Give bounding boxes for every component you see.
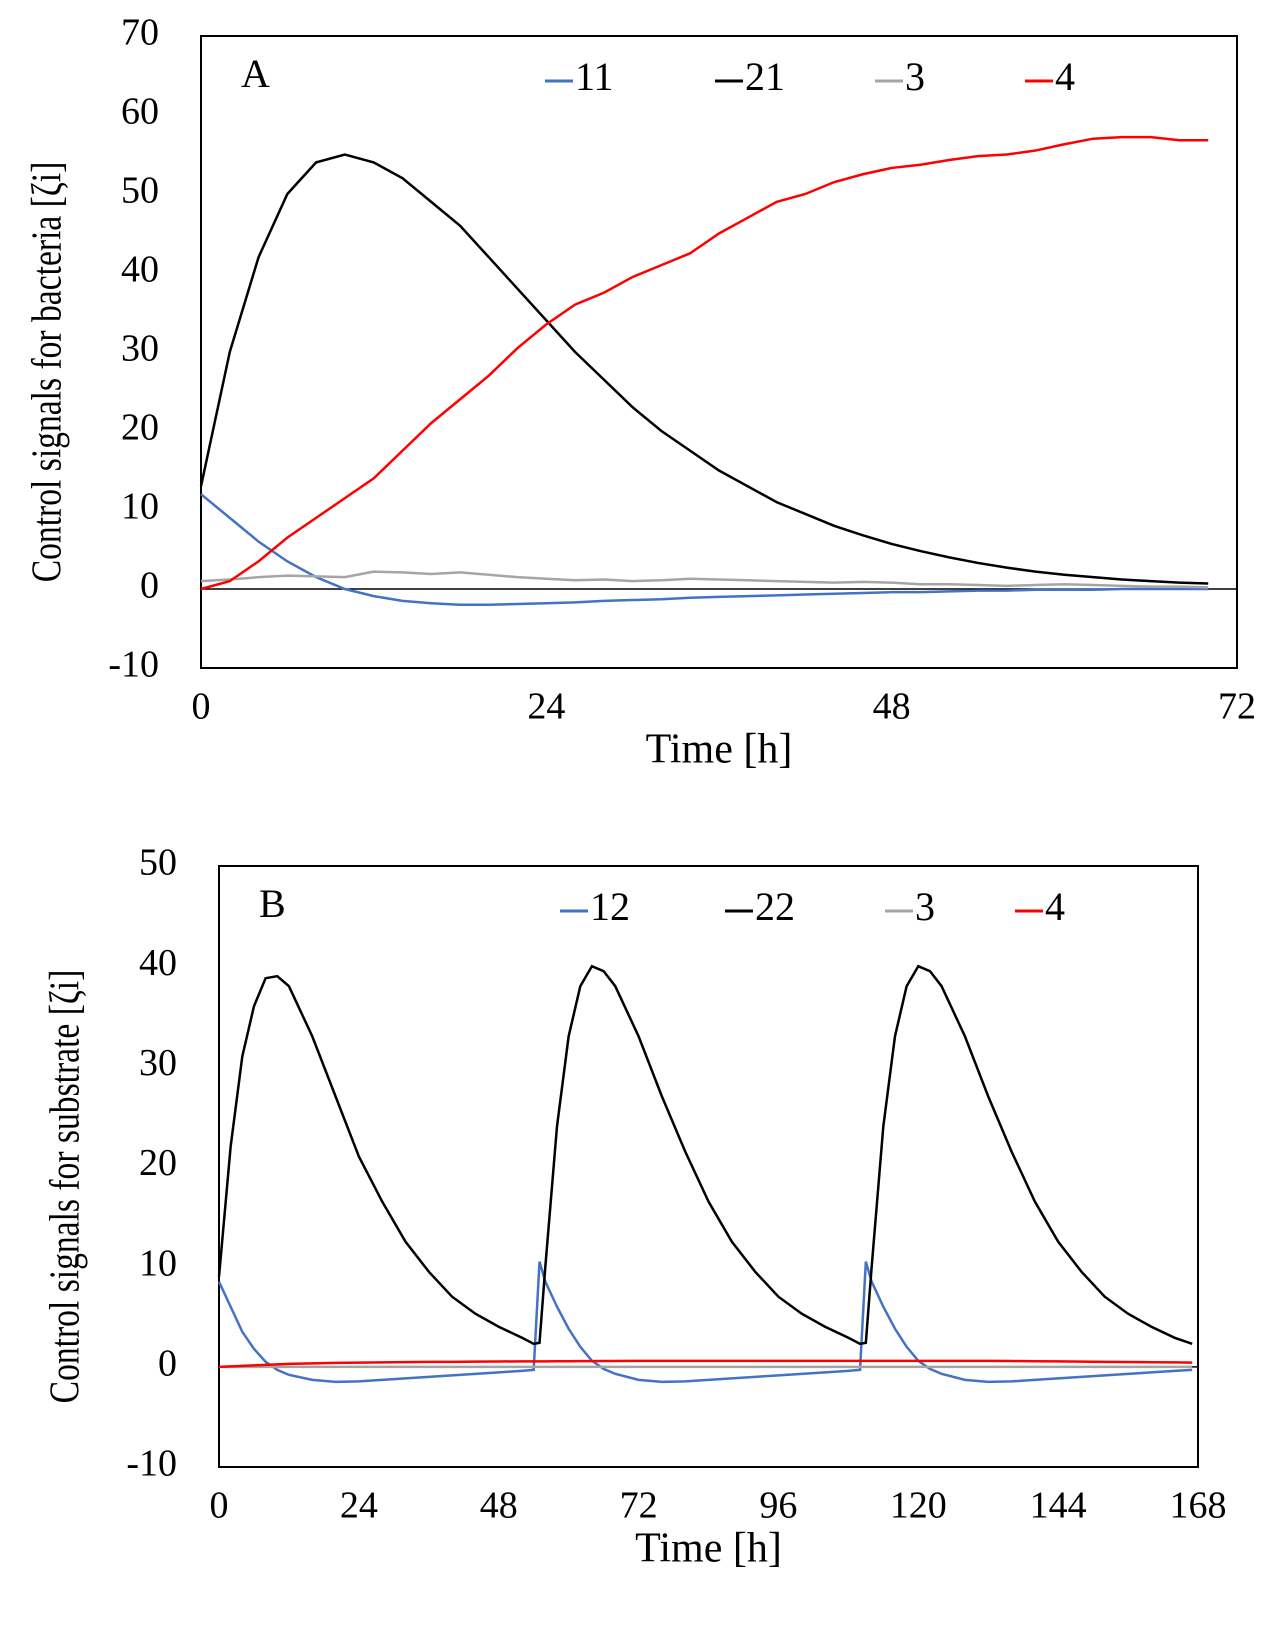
y-tick-label: 20 <box>139 1142 177 1184</box>
series-line <box>200 493 1209 607</box>
legend-label: 3 <box>905 54 925 99</box>
x-axis-title: Time [h] <box>635 1526 782 1572</box>
series-line <box>199 153 1209 585</box>
y-tick-label: 40 <box>139 942 177 984</box>
x-tick-label: 168 <box>1170 1485 1227 1527</box>
series-line <box>200 570 1209 589</box>
y-tick-label: 50 <box>121 170 159 212</box>
legend-label: 3 <box>915 884 935 929</box>
x-tick-label: 0 <box>210 1485 229 1527</box>
series-line <box>217 1261 1193 1384</box>
y-axis-title: Control signals for substrate [ζi] <box>42 970 88 1404</box>
y-tick-label: 0 <box>158 1343 177 1385</box>
legend-label: 4 <box>1055 54 1075 99</box>
y-tick-label: 10 <box>139 1242 177 1284</box>
panel-label: B <box>259 881 286 926</box>
x-tick-label: 24 <box>527 686 565 728</box>
legend-label: 21 <box>745 54 785 99</box>
legend-label: 11 <box>575 54 614 99</box>
x-axis-title: Time [h] <box>646 727 793 773</box>
y-tick-label: 50 <box>139 842 177 884</box>
plot-frame <box>200 35 1238 669</box>
legend-label: 4 <box>1045 884 1065 929</box>
legend-label: 12 <box>590 884 630 929</box>
x-tick-label: 96 <box>759 1485 797 1527</box>
y-tick-label: 70 <box>121 12 159 54</box>
x-tick-label: 72 <box>620 1485 658 1527</box>
y-tick-label: 30 <box>139 1042 177 1084</box>
x-tick-label: 48 <box>873 686 911 728</box>
y-tick-label: 60 <box>121 91 159 133</box>
x-tick-label: 72 <box>1218 686 1256 728</box>
y-tick-label: -10 <box>108 644 159 686</box>
x-tick-label: 120 <box>890 1485 947 1527</box>
legend-label: 22 <box>755 884 795 929</box>
panel-label: A <box>241 51 270 96</box>
y-tick-label: 0 <box>140 565 159 607</box>
y-tick-label: 30 <box>121 328 159 370</box>
y-tick-label: 10 <box>121 486 159 528</box>
x-tick-label: 144 <box>1030 1485 1087 1527</box>
y-tick-label: 40 <box>121 249 159 291</box>
y-tick-label: -10 <box>126 1443 177 1485</box>
x-tick-label: 48 <box>480 1485 518 1527</box>
series-line <box>217 964 1193 1346</box>
series-line <box>200 135 1209 591</box>
plot-frame <box>218 865 1199 1468</box>
x-tick-label: 24 <box>340 1485 378 1527</box>
y-tick-label: 20 <box>121 407 159 449</box>
x-tick-label: 0 <box>192 686 211 728</box>
series-line <box>218 1359 1193 1369</box>
y-axis-title: Control signals for bacteria [ζi] <box>24 162 70 583</box>
